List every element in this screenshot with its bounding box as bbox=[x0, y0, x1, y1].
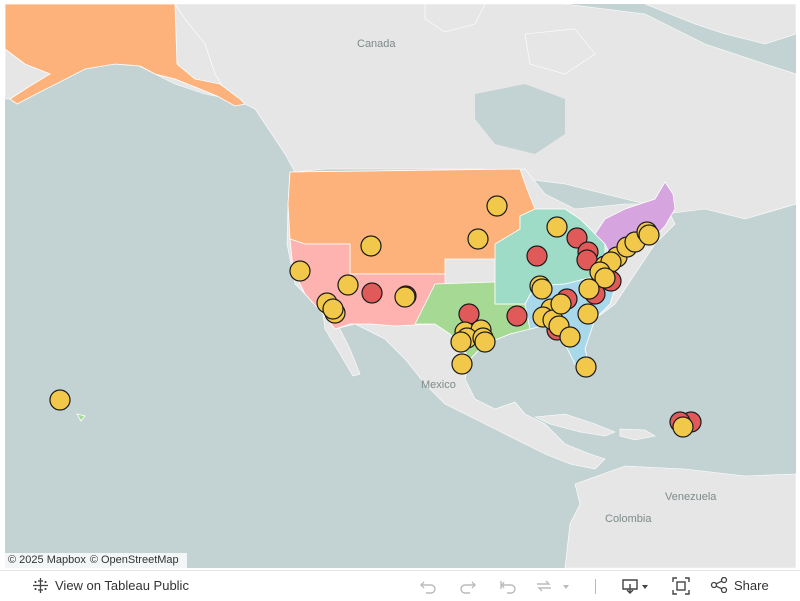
map-marker-yellow[interactable] bbox=[559, 326, 581, 348]
map-marker-yellow[interactable] bbox=[577, 303, 599, 325]
map-marker-yellow[interactable] bbox=[578, 278, 600, 300]
refresh-icon[interactable] bbox=[534, 577, 572, 595]
download-icon[interactable] bbox=[620, 577, 652, 595]
toolbar-divider bbox=[595, 579, 596, 594]
map-marker-red[interactable] bbox=[361, 282, 383, 304]
map-marker-yellow[interactable] bbox=[474, 331, 496, 353]
undo-icon[interactable] bbox=[418, 577, 438, 595]
map-marker-yellow[interactable] bbox=[450, 331, 472, 353]
map-marker-yellow[interactable] bbox=[594, 267, 616, 289]
mapbox-attribution-link[interactable]: © 2025 Mapbox bbox=[8, 554, 86, 566]
map-marker-yellow[interactable] bbox=[575, 356, 597, 378]
map-marker-yellow[interactable] bbox=[451, 353, 473, 375]
view-on-tableau-button[interactable]: View on Tableau Public bbox=[32, 577, 189, 594]
redo-icon[interactable] bbox=[458, 577, 478, 595]
label-colombia: Colombia bbox=[605, 513, 652, 525]
map-marker-yellow[interactable] bbox=[546, 216, 568, 238]
map-marker-yellow[interactable] bbox=[672, 416, 694, 438]
map-frame[interactable]: Canada Mexico Venezuela Colombia © 2025 … bbox=[5, 4, 796, 568]
map-marker-red[interactable] bbox=[526, 245, 548, 267]
share-button[interactable]: Share bbox=[710, 577, 769, 593]
view-on-tableau-label: View on Tableau Public bbox=[55, 578, 189, 593]
map-marker-yellow[interactable] bbox=[550, 293, 572, 315]
map-marker-yellow[interactable] bbox=[322, 298, 344, 320]
share-label: Share bbox=[734, 577, 769, 593]
share-icon bbox=[710, 577, 728, 593]
label-venezuela: Venezuela bbox=[665, 491, 717, 503]
map-marker-yellow[interactable] bbox=[531, 278, 553, 300]
revert-icon[interactable] bbox=[498, 577, 518, 595]
tableau-logo-icon bbox=[33, 578, 48, 593]
map-marker-red[interactable] bbox=[506, 305, 528, 327]
map-marker-yellow[interactable] bbox=[486, 195, 508, 217]
label-canada: Canada bbox=[357, 38, 396, 50]
map-marker-yellow[interactable] bbox=[467, 228, 489, 250]
osm-attribution-link[interactable]: © OpenStreetMap bbox=[89, 554, 179, 566]
map-marker-yellow[interactable] bbox=[49, 389, 71, 411]
map-marker-yellow[interactable] bbox=[337, 274, 359, 296]
map-marker-yellow[interactable] bbox=[289, 260, 311, 282]
fullscreen-icon[interactable] bbox=[671, 577, 691, 595]
map-marker-yellow[interactable] bbox=[360, 235, 382, 257]
map-marker-yellow[interactable] bbox=[638, 224, 660, 246]
label-mexico: Mexico bbox=[421, 379, 456, 391]
map-canvas[interactable] bbox=[5, 4, 796, 568]
map-attribution: © 2025 Mapbox © OpenStreetMap bbox=[5, 553, 187, 568]
tableau-toolbar: View on Tableau Public Share bbox=[0, 570, 800, 601]
marker-layer[interactable] bbox=[49, 195, 702, 438]
map-marker-yellow[interactable] bbox=[394, 286, 416, 308]
map-marker-red[interactable] bbox=[566, 227, 588, 249]
